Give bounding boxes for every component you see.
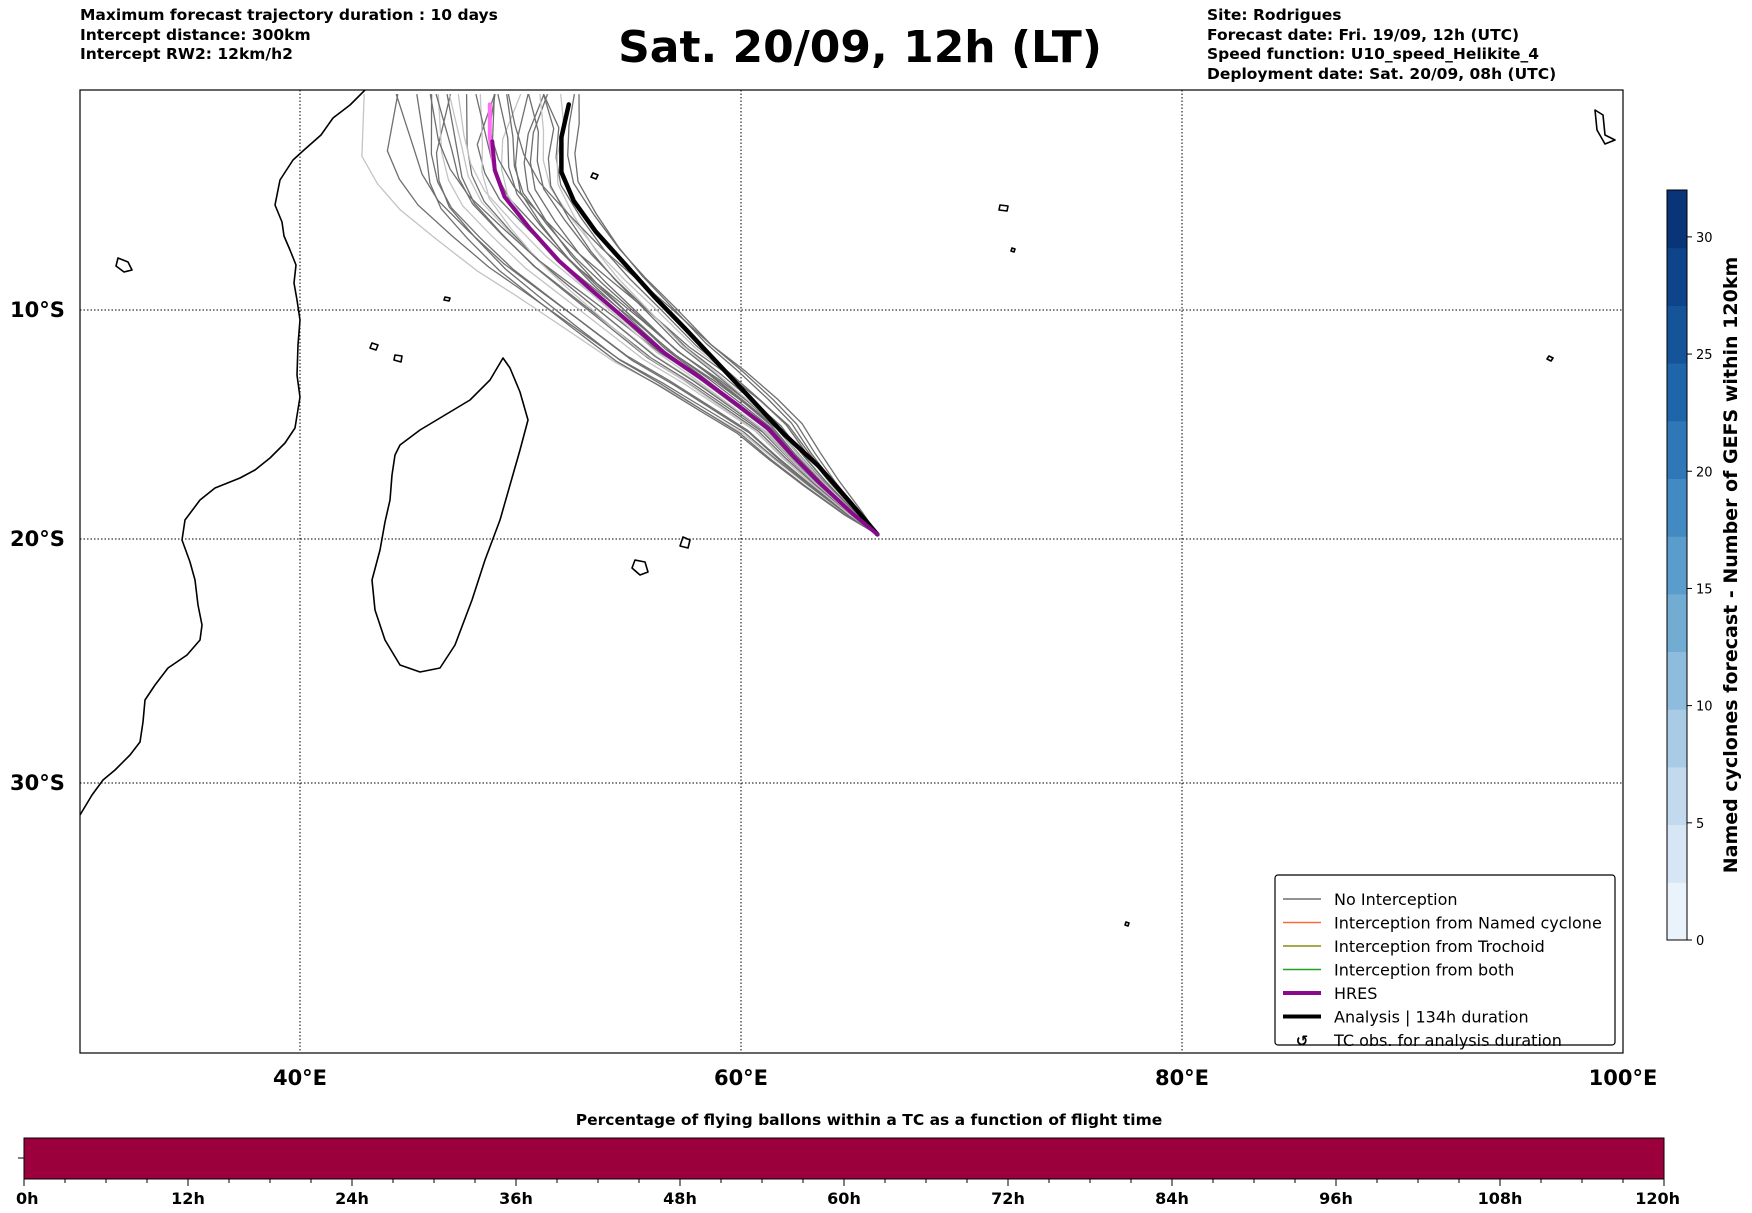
timebar-tick-label: 24h [335,1189,369,1208]
ensemble-trajectory [479,94,878,535]
colorbar-label: Named cyclones forecast - Number of GEFS… [1720,257,1742,874]
analysis-trajectory [559,102,880,537]
colorbar-tick-label: 20 [1696,465,1713,480]
lon-label-80e: 80°E [1155,1066,1209,1090]
colorbar-tick-label: 0 [1696,934,1704,949]
ensemble-trajectory [539,94,878,535]
legend-label: Interception from Trochoid [1334,937,1545,956]
coastlines [80,90,1616,927]
timebar-tick-label: 0h [16,1189,39,1208]
mauritius-coastline [631,559,649,576]
gridlines [80,90,1623,1053]
colorbar-cell [1667,882,1687,941]
lat-label-10s: 10°S [10,298,65,322]
page-title: Sat. 20/09, 12h (LT) [618,22,1102,73]
colorbar-tick-label: 30 [1696,231,1713,246]
intercept-distance-text: Intercept distance: 300km [80,25,311,44]
legend-symbol-tc-obs: ↺ [1296,1032,1309,1050]
map-frame [79,89,1624,1054]
timebar-tick-label: 36h [499,1189,533,1208]
ensemble-trajectory [395,93,878,535]
timebar-tick-label: 84h [1155,1189,1189,1208]
legend-label: No Interception [1334,890,1458,909]
legend: No Interception Interception from Named c… [1274,874,1616,1050]
comoros-coastline [369,342,403,363]
ensemble-trajectory [437,94,878,535]
ensemble-trajectory [386,93,878,535]
lat-label-20s: 20°S [10,527,65,551]
lat-label-30s: 30°S [10,771,65,795]
colorbar-cell [1667,536,1687,595]
colorbar-cell [1667,478,1687,537]
timebar-tick-label: 108h [1478,1189,1523,1208]
ensemble-trajectory [361,94,878,535]
madagascar-coastline [371,357,529,673]
colorbar-cell [1667,420,1687,479]
timebar-title: Percentage of flying ballons within a TC… [575,1111,1163,1129]
small-islands [998,109,1616,927]
ensemble-trajectory [475,93,878,535]
colorbar-cell [1667,824,1687,883]
flight-time-bar: 0h 12h 24h 36h 48h 60h 72h 84h 96h 108h 120h [16,1137,1680,1208]
ensemble-trajectory [435,93,878,535]
legend-label: Interception from both [1334,961,1514,980]
colorbar: 0 5 10 15 20 25 30 Named cyclones forecast - N… [1666,189,1742,949]
colorbar-cell [1667,593,1687,652]
timebar-tick-label: 12h [171,1189,205,1208]
colorbar-tick-label: 5 [1696,817,1704,832]
timebar-tick-label: 48h [663,1189,697,1208]
colorbar-cell [1667,651,1687,710]
legend-label: Interception from Named cyclone [1334,914,1602,933]
forecast-date-text: Forecast date: Fri. 19/09, 12h (UTC) [1207,25,1520,44]
timebar-tick-label: 120h [1635,1189,1680,1208]
colorbar-tick-label: 25 [1696,348,1713,363]
colorbar-tick-label: 10 [1696,700,1713,715]
lon-label-40e: 40°E [273,1066,327,1090]
lon-label-100e: 100°E [1589,1066,1658,1090]
reunion-coastline [679,536,691,549]
timebar-fill [23,1137,1665,1180]
timebar-tick-label: 60h [827,1189,861,1208]
colorbar-frame [1666,189,1688,941]
site-text: Site: Rodrigues [1207,6,1342,24]
ensemble-trajectory [556,94,878,535]
colorbar-cell [1667,305,1687,364]
timebar-tick-label: 72h [991,1189,1025,1208]
colorbar-cell [1667,766,1687,826]
forecast-duration-text: Maximum forecast trajectory duration : 1… [80,6,498,24]
ensemble-trajectory [448,93,878,535]
zanzibar-coastline [115,257,133,273]
colorbar-cell [1667,363,1687,422]
ensemble-trajectory [529,93,878,535]
colorbar-cell [1667,190,1687,249]
seychelles-coastline [443,172,599,302]
ensemble-trajectory [567,93,878,535]
deployment-date-text: Deployment date: Sat. 20/09, 08h (UTC) [1207,64,1557,83]
colorbar-cell [1667,247,1687,306]
legend-label: HRES [1334,984,1377,1003]
speed-function-text: Speed function: U10_speed_Helikite_4 [1207,45,1540,63]
hres-trajectory [490,139,880,537]
legend-label: TC obs. for analysis duration [1333,1031,1562,1050]
legend-box [1274,874,1616,1046]
legend-label: Analysis | 134h duration [1334,1008,1529,1027]
ensemble-trajectory [500,93,878,535]
lon-label-60e: 60°E [714,1066,768,1090]
africa-coastline [80,90,366,816]
timebar-tick-label: 96h [1319,1189,1353,1208]
intercept-rw2-text: Intercept RW2: 12km/h2 [80,45,293,63]
colorbar-cell [1667,709,1687,768]
ensemble-trajectories [361,93,878,535]
ensemble-trajectory [523,93,878,535]
colorbar-tick-label: 15 [1696,582,1713,597]
ensemble-trajectory [446,93,878,535]
